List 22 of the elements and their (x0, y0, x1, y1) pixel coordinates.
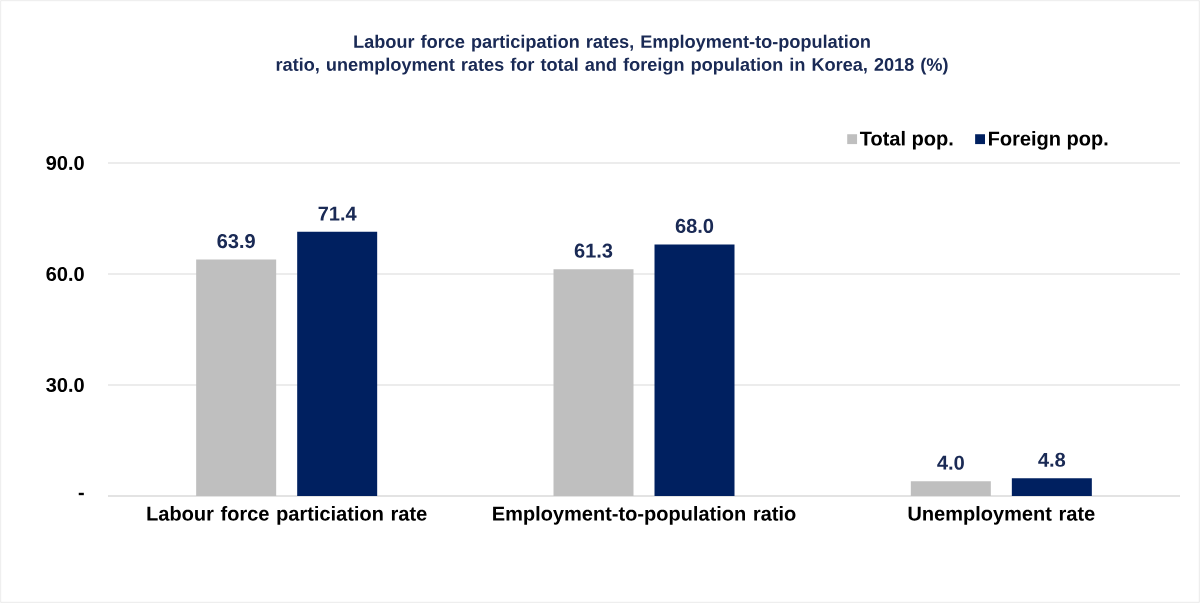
legend-label: Foreign pop. (988, 130, 1108, 150)
bar (553, 269, 634, 496)
x-tick-label: Employment-to-population ratio (493, 506, 796, 525)
x-tick-label: Unemployment rate (908, 506, 1095, 525)
data-label: 68.0 (675, 218, 714, 234)
bar (297, 231, 378, 496)
y-tick-label: 30.0 (46, 377, 84, 393)
data-label: 61.3 (574, 243, 613, 258)
chart-title: Labour force participation rates, Employment-to-population ratio, unemployment rates for total and foreign population in Korea, 2018 (%) (276, 34, 948, 75)
data-label: 63.9 (217, 233, 255, 249)
data-label: 4.8 (1038, 452, 1066, 467)
y-tick-label: 60.0 (46, 266, 84, 282)
bar (1011, 478, 1092, 496)
x-tick-label: Labour force particiation rate (147, 506, 427, 525)
legend-label: Total pop. (859, 130, 953, 150)
y-tick-label: - (78, 492, 84, 496)
y-tick-label: 90.0 (46, 155, 84, 171)
bar (910, 481, 991, 496)
bar (196, 259, 277, 496)
data-label: 4.0 (937, 455, 964, 470)
data-label: 71.4 (318, 206, 357, 221)
bar (654, 244, 735, 496)
